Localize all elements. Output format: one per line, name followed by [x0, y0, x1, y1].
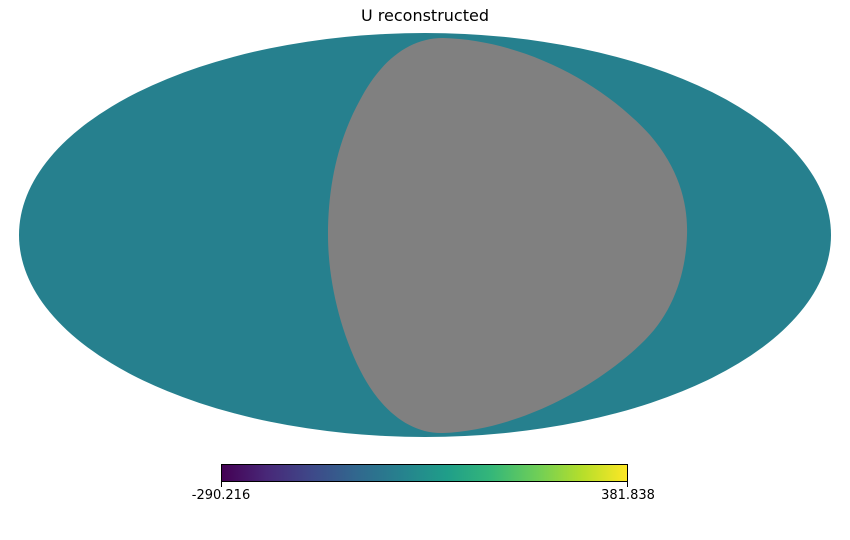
- colorbar-min-tick: [221, 482, 222, 487]
- colorbar-max-label: 381.838: [601, 488, 655, 503]
- colorbar-max-tick: [627, 482, 628, 487]
- plot-title: U reconstructed: [361, 6, 489, 25]
- colorbar-min-label: -290.216: [191, 488, 251, 503]
- colorbar: [221, 464, 628, 487]
- colorbar-gradient: [221, 464, 628, 482]
- masked-region: [328, 38, 688, 434]
